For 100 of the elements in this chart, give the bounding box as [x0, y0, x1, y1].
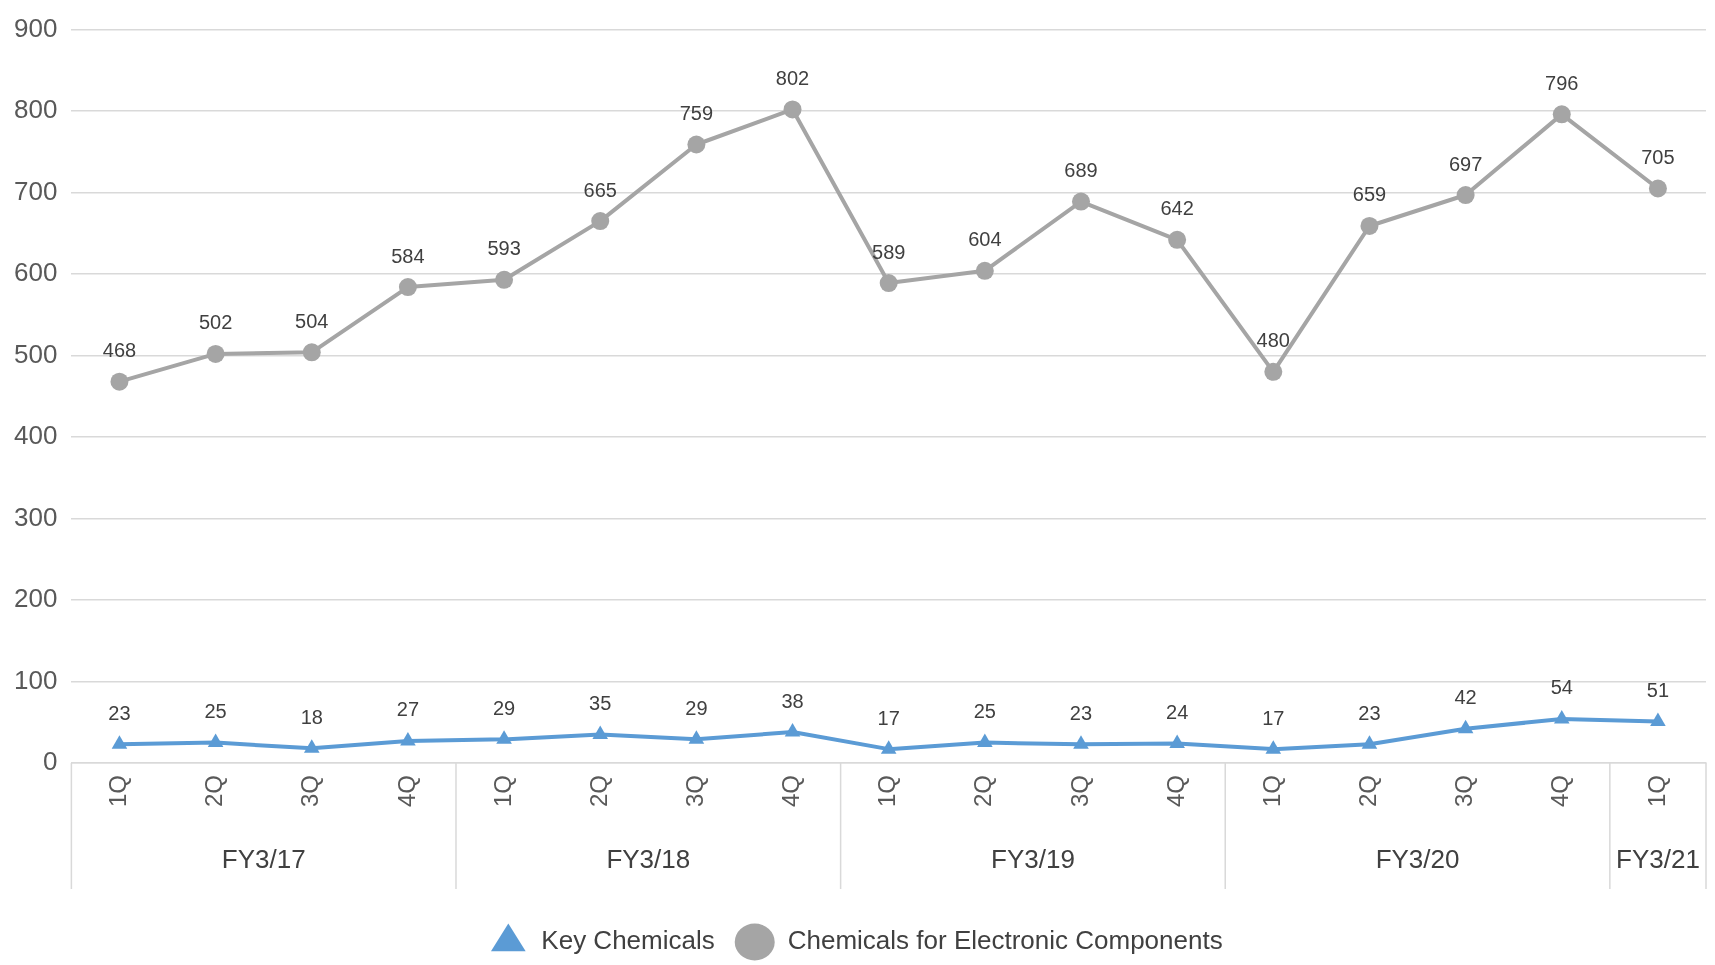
point	[398, 278, 417, 297]
point	[302, 343, 321, 362]
point	[1553, 709, 1570, 724]
x-tick-label: 3Q	[1065, 774, 1093, 807]
data-label: 38	[781, 689, 804, 712]
point	[591, 212, 610, 231]
point	[496, 730, 512, 744]
point	[977, 733, 993, 748]
point	[1168, 230, 1187, 249]
point	[303, 739, 320, 753]
point	[1073, 735, 1089, 749]
data-label: 796	[1545, 71, 1579, 94]
data-label: 665	[583, 178, 617, 201]
data-label: 584	[391, 244, 425, 267]
x-tick-label: 4Q	[1161, 774, 1189, 807]
legend-label: Chemicals for Electronic Components	[787, 925, 1223, 956]
point	[495, 270, 514, 289]
data-label: 25	[204, 700, 227, 723]
data-label: 604	[968, 228, 1002, 251]
point	[207, 733, 224, 748]
x-tick-label: 2Q	[969, 774, 997, 807]
data-label: 17	[1262, 706, 1285, 729]
data-label: 25	[973, 700, 996, 723]
y-tick-label: 300	[13, 501, 58, 532]
data-label: 659	[1352, 183, 1387, 206]
data-label: 759	[679, 102, 714, 125]
data-label: 589	[872, 240, 906, 263]
data-label: 468	[102, 339, 137, 362]
data-label: 18	[300, 705, 323, 728]
data-label: 29	[492, 696, 516, 719]
point	[1552, 105, 1571, 124]
data-label: 593	[487, 237, 521, 260]
point	[1650, 712, 1666, 726]
data-label: 23	[1069, 701, 1093, 724]
point	[784, 723, 801, 737]
x-tick-label: 1Q	[104, 774, 132, 807]
text: FY3/20	[1375, 844, 1460, 875]
x-tick-label: 4Q	[777, 774, 805, 807]
text: FY3/19	[991, 844, 1075, 875]
point	[975, 261, 994, 280]
x-tick-label: 3Q	[296, 774, 324, 807]
data-label: 502	[198, 311, 233, 334]
y-tick-label: 400	[13, 420, 58, 451]
x-tick-label: 2Q	[584, 774, 612, 807]
data-label: 51	[1646, 678, 1670, 701]
data-label: 23	[1358, 701, 1381, 724]
x-tick-label: 2Q	[200, 774, 228, 807]
point	[783, 100, 802, 119]
data-label: 24	[1166, 700, 1189, 723]
text: FY3/21	[1616, 844, 1700, 875]
x-tick-label: 2Q	[1354, 774, 1382, 807]
text: FY3/17	[221, 844, 306, 875]
point	[1169, 734, 1185, 748]
point	[1361, 735, 1378, 749]
y-tick-label: 600	[13, 257, 58, 288]
x-tick-label: 3Q	[1450, 774, 1478, 807]
data-label: 705	[1641, 146, 1675, 169]
data-label: 17	[877, 706, 900, 729]
legend-label: Key Chemicals	[541, 925, 715, 956]
y-tick-label: 0	[42, 746, 58, 777]
point	[879, 274, 898, 293]
data-label: 29	[685, 696, 708, 719]
x-tick-label: 4Q	[392, 774, 420, 807]
point	[111, 735, 128, 749]
data-label: 54	[1550, 676, 1573, 699]
point	[1072, 192, 1090, 211]
x-tick-label: 3Q	[681, 774, 709, 807]
data-label: 642	[1160, 197, 1194, 220]
point	[1264, 362, 1283, 381]
x-tick-label: 1Q	[488, 774, 516, 807]
y-tick-label: 700	[13, 175, 58, 206]
y-tick-label: 100	[13, 664, 58, 695]
x-tick-label: 1Q	[873, 774, 901, 807]
text: FY3/18	[606, 844, 691, 875]
point	[110, 372, 129, 391]
data-label: 802	[775, 66, 810, 89]
data-label: 689	[1064, 159, 1098, 182]
x-tick-label: 1Q	[1642, 774, 1670, 807]
point	[400, 731, 416, 746]
point	[592, 725, 609, 739]
point	[1265, 740, 1282, 754]
y-tick-label: 500	[13, 338, 58, 369]
data-label: 23	[108, 701, 131, 724]
point	[688, 730, 705, 744]
data-label: 504	[295, 309, 329, 332]
data-label: 35	[589, 691, 612, 714]
data-label: 27	[396, 698, 420, 721]
x-tick-label: 4Q	[1546, 774, 1574, 807]
point	[1457, 719, 1474, 734]
point	[1456, 186, 1475, 205]
point	[206, 344, 225, 363]
y-tick-label: 200	[13, 583, 58, 614]
x-tick-label: 1Q	[1257, 774, 1285, 807]
point	[880, 740, 897, 754]
data-label: 42	[1454, 686, 1477, 709]
y-tick-label: 800	[13, 94, 58, 125]
data-label: 480	[1256, 329, 1290, 352]
point	[687, 135, 706, 154]
data-label: 697	[1448, 152, 1483, 175]
point	[1648, 179, 1667, 198]
